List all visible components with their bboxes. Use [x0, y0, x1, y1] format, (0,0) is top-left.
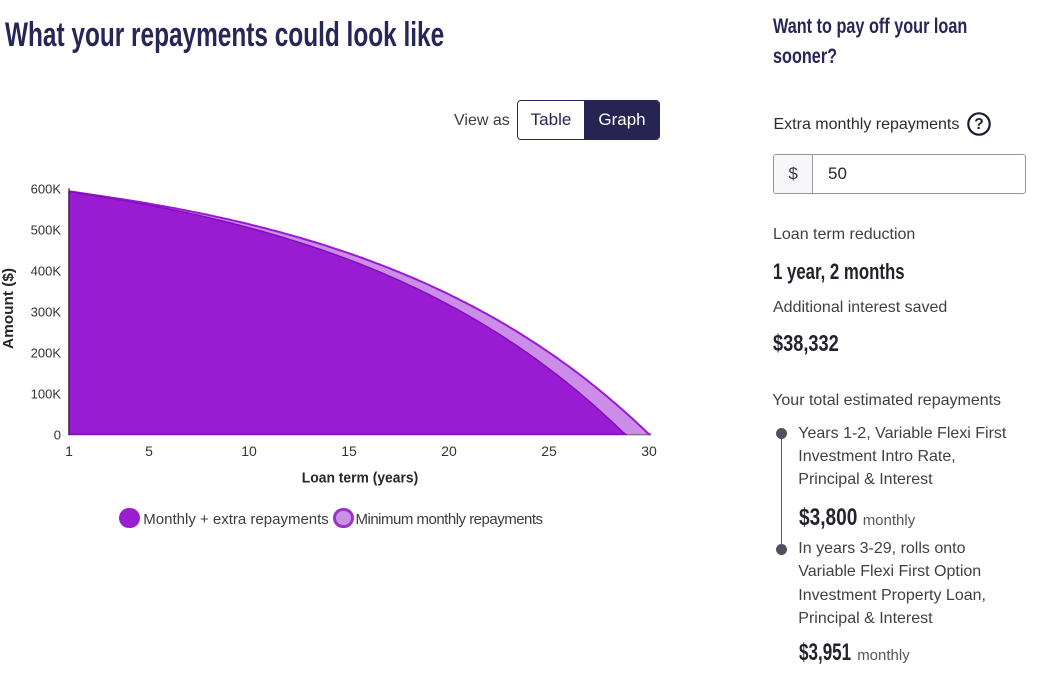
svg-text:1: 1	[65, 443, 73, 459]
svg-text:Loan term (years): Loan term (years)	[302, 469, 418, 486]
svg-text:15: 15	[341, 443, 357, 459]
svg-text:30: 30	[641, 443, 657, 459]
svg-text:5: 5	[145, 443, 153, 459]
svg-text:10: 10	[241, 443, 257, 459]
svg-text:400K: 400K	[31, 264, 62, 279]
svg-text:Amount ($): Amount ($)	[0, 268, 17, 349]
svg-text:20: 20	[441, 443, 457, 459]
svg-text:500K: 500K	[31, 223, 62, 238]
svg-text:25: 25	[541, 443, 557, 459]
svg-text:600K: 600K	[31, 182, 62, 197]
svg-text:300K: 300K	[31, 305, 62, 320]
svg-text:?: ?	[975, 116, 984, 133]
svg-text:200K: 200K	[31, 346, 62, 361]
svg-text:100K: 100K	[31, 387, 62, 402]
svg-text:0: 0	[54, 427, 61, 442]
